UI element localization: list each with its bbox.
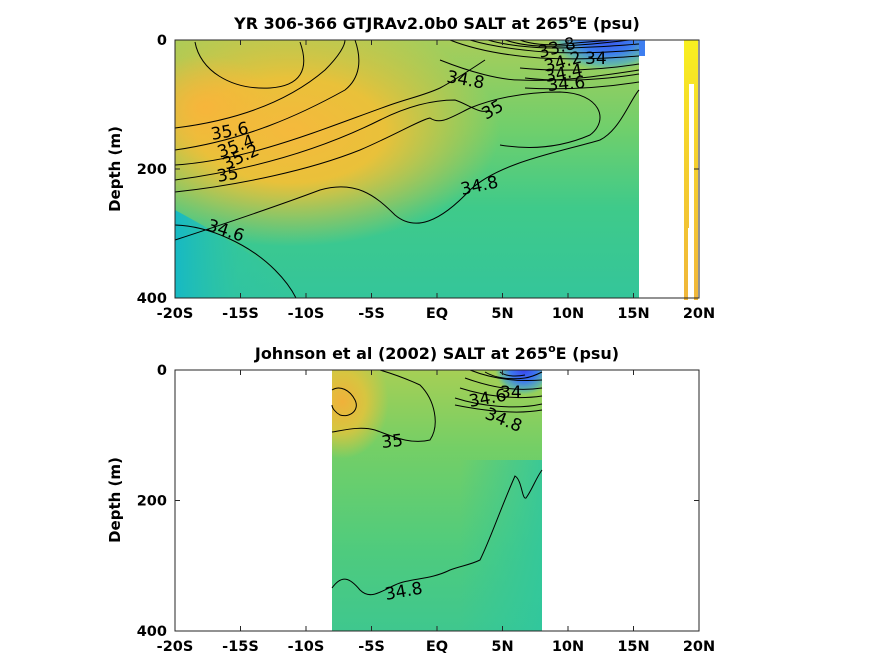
x-tick-label: EQ (426, 639, 448, 655)
contours (174, 39, 640, 299)
contour-label: 34 (500, 383, 522, 403)
x-tick-label: 20N (683, 306, 715, 322)
contour-label: 34.6 (547, 73, 586, 96)
panel-observed: Johnson et al (2002) SALT at 265oE (psu)… (106, 342, 715, 655)
contour-label: 34 (585, 49, 607, 69)
y-axis-label: Depth (m) (106, 457, 124, 543)
x-tick-label: -15S (222, 306, 259, 322)
panel-observed-title: Johnson et al (2002) SALT at 265oE (psu) (254, 342, 619, 363)
x-tick-label: -20S (157, 306, 194, 322)
x-tick-label: 10N (552, 639, 584, 655)
axis-ticks: -20S -15S -10S -5S EQ 5N 10N 15N 20N 0 200 400 (137, 363, 715, 655)
x-tick-label: 15N (617, 639, 649, 655)
x-tick-label: 5N (491, 639, 513, 655)
y-tick-label: 400 (137, 624, 167, 640)
contour-label: 35 (380, 431, 404, 453)
contour-labels-panel-model: 33.8 34 34.2 34.4 34.6 34.8 35 35.6 35.4… (204, 34, 606, 247)
x-tick-label: -20S (157, 639, 194, 655)
salinity-field (332, 370, 542, 631)
panel-model: YR 306-366 GTJRAv2.0b0 SALT at 265oE (ps… (106, 12, 715, 322)
x-tick-label: -10S (288, 306, 325, 322)
axis-ticks: -20S -15S -10S -5S EQ 5N 10N 15N 20N 0 200 400 (137, 33, 715, 322)
contour-label: 35 (215, 163, 240, 186)
x-tick-label: EQ (426, 306, 448, 322)
salinity-field (175, 40, 698, 300)
x-tick-label: -5S (358, 639, 385, 655)
x-tick-label: 15N (617, 306, 649, 322)
y-tick-label: 0 (157, 33, 167, 49)
y-tick-label: 400 (137, 291, 167, 307)
x-tick-label: -10S (288, 639, 325, 655)
y-tick-label: 200 (137, 162, 167, 178)
panel-model-title: YR 306-366 GTJRAv2.0b0 SALT at 265oE (ps… (233, 12, 640, 33)
y-tick-label: 200 (137, 494, 167, 510)
y-tick-label: 0 (157, 363, 167, 379)
contours (331, 369, 543, 596)
x-tick-label: -15S (222, 639, 259, 655)
x-tick-label: 5N (491, 306, 513, 322)
x-tick-label: -5S (358, 306, 385, 322)
x-tick-label: 20N (683, 639, 715, 655)
y-axis-label: Depth (m) (106, 126, 124, 212)
x-tick-label: 10N (552, 306, 584, 322)
